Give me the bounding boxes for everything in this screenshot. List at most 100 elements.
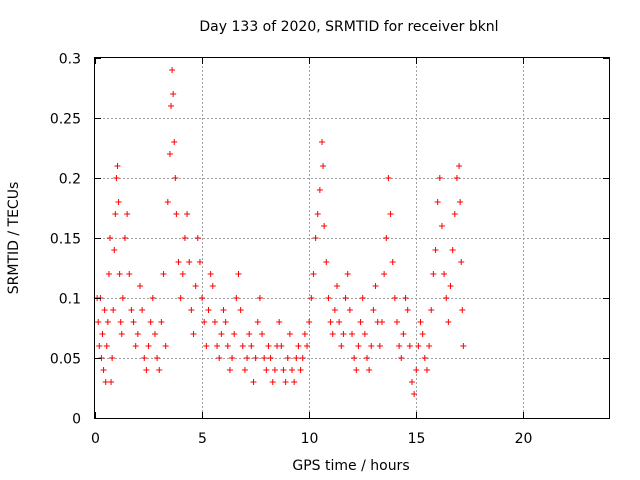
data-point bbox=[171, 139, 178, 145]
data-point bbox=[301, 331, 308, 337]
data-point bbox=[402, 295, 409, 301]
y-tick-label: 0.05 bbox=[50, 352, 81, 368]
y-tick-label: 0.2 bbox=[59, 172, 81, 188]
data-point bbox=[434, 199, 441, 205]
data-point bbox=[261, 355, 268, 361]
x-tick-label: 0 bbox=[91, 431, 100, 447]
data-point bbox=[398, 355, 405, 361]
data-point bbox=[117, 319, 124, 325]
data-point bbox=[291, 379, 298, 385]
data-point bbox=[426, 343, 433, 349]
data-point bbox=[224, 343, 231, 349]
x-tick-label: 10 bbox=[301, 431, 319, 447]
data-point bbox=[460, 343, 467, 349]
data-point bbox=[222, 319, 229, 325]
data-point bbox=[346, 307, 353, 313]
data-point bbox=[160, 271, 167, 277]
data-point bbox=[143, 367, 150, 373]
data-point bbox=[456, 163, 463, 169]
data-point bbox=[128, 307, 135, 313]
data-point bbox=[321, 223, 328, 229]
data-point bbox=[441, 271, 448, 277]
data-point bbox=[331, 307, 338, 313]
data-point bbox=[411, 391, 418, 397]
data-point bbox=[396, 343, 403, 349]
data-point bbox=[102, 379, 109, 385]
data-point bbox=[235, 271, 242, 277]
data-point bbox=[170, 91, 177, 97]
data-point bbox=[325, 295, 332, 301]
y-tick-label: 0.25 bbox=[50, 112, 81, 128]
data-point bbox=[168, 103, 175, 109]
data-point bbox=[280, 367, 287, 373]
data-point bbox=[408, 379, 415, 385]
data-point bbox=[164, 199, 171, 205]
data-point bbox=[342, 295, 349, 301]
data-point bbox=[149, 295, 156, 301]
data-point bbox=[459, 307, 466, 313]
data-point bbox=[201, 319, 208, 325]
data-point bbox=[378, 319, 385, 325]
data-point bbox=[126, 271, 133, 277]
data-point bbox=[299, 355, 306, 361]
data-point bbox=[112, 211, 119, 217]
data-point bbox=[231, 331, 238, 337]
data-point bbox=[203, 343, 210, 349]
data-point bbox=[413, 367, 420, 373]
data-point bbox=[306, 319, 313, 325]
data-point bbox=[214, 343, 221, 349]
data-point bbox=[312, 235, 319, 241]
data-point bbox=[385, 175, 392, 181]
data-point bbox=[105, 271, 112, 277]
data-point bbox=[329, 331, 336, 337]
data-point bbox=[430, 271, 437, 277]
data-point bbox=[278, 343, 285, 349]
data-point bbox=[246, 331, 253, 337]
data-point bbox=[361, 331, 368, 337]
data-point bbox=[363, 355, 370, 361]
data-point bbox=[327, 319, 334, 325]
data-point bbox=[209, 283, 216, 289]
data-point bbox=[421, 355, 428, 361]
data-point bbox=[295, 343, 302, 349]
data-point bbox=[115, 199, 122, 205]
data-point bbox=[145, 343, 152, 349]
data-point bbox=[308, 295, 315, 301]
data-point bbox=[276, 319, 283, 325]
data-point bbox=[95, 319, 102, 325]
data-point bbox=[451, 211, 458, 217]
data-point bbox=[103, 343, 110, 349]
data-point bbox=[436, 175, 443, 181]
data-point bbox=[110, 307, 117, 313]
data-point bbox=[196, 259, 203, 265]
data-point bbox=[254, 319, 261, 325]
data-point bbox=[443, 295, 450, 301]
data-point bbox=[349, 331, 355, 337]
data-point bbox=[445, 319, 452, 325]
y-tick-label: 0.1 bbox=[59, 292, 81, 308]
data-point bbox=[177, 295, 184, 301]
data-point bbox=[218, 331, 225, 337]
data-point bbox=[113, 175, 120, 181]
data-point bbox=[114, 163, 121, 169]
x-axis: 0 5 10 15 20 bbox=[91, 58, 532, 447]
data-point bbox=[205, 307, 212, 313]
data-point bbox=[415, 343, 422, 349]
data-point bbox=[130, 319, 137, 325]
data-point bbox=[154, 355, 161, 361]
data-point bbox=[263, 367, 270, 373]
data-point bbox=[151, 331, 158, 337]
data-point bbox=[233, 295, 240, 301]
data-point bbox=[267, 355, 274, 361]
data-point bbox=[256, 295, 263, 301]
data-point bbox=[186, 259, 193, 265]
data-point bbox=[423, 367, 430, 373]
data-point bbox=[250, 379, 257, 385]
data-point bbox=[376, 343, 383, 349]
data-point bbox=[158, 319, 165, 325]
data-point bbox=[188, 307, 195, 313]
data-point bbox=[387, 211, 394, 217]
data-point bbox=[383, 235, 390, 241]
